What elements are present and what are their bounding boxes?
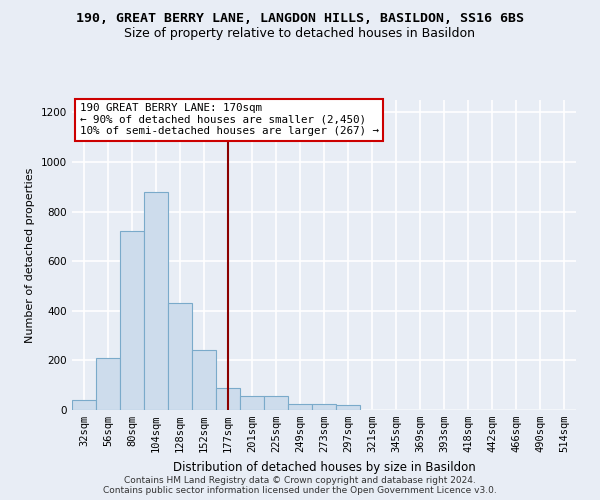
X-axis label: Distribution of detached houses by size in Basildon: Distribution of detached houses by size … [173,460,475,473]
Bar [120,232,144,410]
Text: Contains HM Land Registry data © Crown copyright and database right 2024.
Contai: Contains HM Land Registry data © Crown c… [103,476,497,495]
Bar [336,405,360,410]
Y-axis label: Number of detached properties: Number of detached properties [25,168,35,342]
Text: 190 GREAT BERRY LANE: 170sqm
← 90% of detached houses are smaller (2,450)
10% of: 190 GREAT BERRY LANE: 170sqm ← 90% of de… [80,103,379,136]
Text: 190, GREAT BERRY LANE, LANGDON HILLS, BASILDON, SS16 6BS: 190, GREAT BERRY LANE, LANGDON HILLS, BA… [76,12,524,26]
Bar [312,404,336,410]
Bar [96,358,120,410]
Bar [240,396,264,410]
Bar [168,304,192,410]
Bar [264,396,288,410]
Bar [72,400,96,410]
Text: Size of property relative to detached houses in Basildon: Size of property relative to detached ho… [125,28,476,40]
Bar [144,192,168,410]
Bar [192,350,216,410]
Bar [288,404,312,410]
Bar [216,388,240,410]
